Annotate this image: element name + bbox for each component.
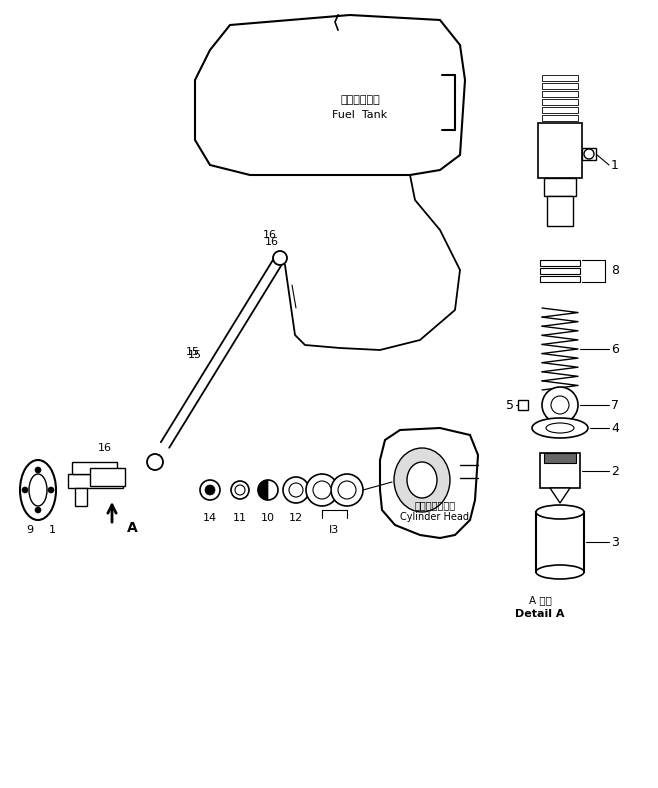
Ellipse shape	[546, 423, 574, 433]
Wedge shape	[258, 480, 268, 500]
Text: シリンダヘッド: シリンダヘッド	[415, 500, 455, 510]
Bar	[538, 123, 582, 178]
Bar	[536, 512, 584, 572]
Circle shape	[258, 480, 278, 500]
Ellipse shape	[536, 565, 584, 579]
Bar	[542, 107, 578, 113]
Text: 5: 5	[506, 399, 514, 411]
Text: 2: 2	[611, 464, 619, 478]
Circle shape	[205, 485, 215, 495]
Ellipse shape	[536, 505, 584, 519]
Text: フェルタンク: フェルタンク	[340, 95, 380, 105]
Bar	[547, 208, 573, 212]
Text: 7: 7	[611, 399, 619, 411]
Circle shape	[584, 149, 594, 159]
Text: A 詳細: A 詳細	[528, 595, 551, 605]
Bar	[72, 462, 117, 474]
Circle shape	[306, 474, 338, 506]
Bar	[542, 91, 578, 97]
Circle shape	[200, 480, 220, 500]
Text: 9: 9	[26, 525, 34, 535]
Text: 1: 1	[611, 158, 619, 172]
Bar	[547, 196, 573, 200]
Circle shape	[273, 251, 287, 265]
Text: I3: I3	[329, 525, 339, 535]
Ellipse shape	[29, 474, 47, 506]
Polygon shape	[550, 488, 570, 503]
Circle shape	[551, 396, 569, 414]
Text: 4: 4	[611, 422, 619, 434]
Text: 16: 16	[265, 237, 279, 247]
Ellipse shape	[20, 460, 56, 520]
Bar	[542, 99, 578, 105]
PathPatch shape	[195, 15, 465, 175]
Circle shape	[289, 483, 303, 497]
Bar	[542, 115, 578, 121]
Circle shape	[147, 454, 163, 470]
Text: 15: 15	[188, 350, 202, 360]
Bar	[547, 220, 573, 224]
Circle shape	[35, 467, 41, 473]
Circle shape	[313, 481, 331, 499]
Circle shape	[331, 474, 363, 506]
Text: A: A	[126, 521, 138, 535]
Text: 14: 14	[203, 513, 217, 523]
Text: 8: 8	[611, 265, 619, 277]
Text: 3: 3	[611, 536, 619, 548]
Text: Detail A: Detail A	[515, 609, 565, 619]
Circle shape	[231, 481, 249, 499]
Ellipse shape	[394, 448, 450, 512]
Circle shape	[235, 485, 245, 495]
Bar	[540, 453, 580, 488]
Bar	[547, 196, 573, 226]
Circle shape	[542, 387, 578, 423]
Bar	[540, 268, 580, 274]
Text: 15: 15	[186, 347, 200, 357]
Text: 16: 16	[263, 230, 277, 240]
Bar	[547, 214, 573, 218]
Text: Fuel  Tank: Fuel Tank	[332, 110, 388, 120]
Bar	[542, 83, 578, 89]
Bar	[518, 400, 528, 410]
Ellipse shape	[532, 418, 588, 438]
Bar	[542, 75, 578, 81]
Text: 11: 11	[233, 513, 247, 523]
Bar	[540, 260, 580, 266]
Circle shape	[48, 487, 54, 493]
Bar	[544, 178, 576, 196]
Bar	[75, 488, 87, 506]
Bar	[547, 202, 573, 206]
Ellipse shape	[407, 462, 437, 498]
Bar	[68, 474, 123, 488]
PathPatch shape	[380, 428, 478, 538]
Bar	[540, 276, 580, 282]
Circle shape	[22, 487, 28, 493]
Circle shape	[35, 507, 41, 513]
Text: 1: 1	[49, 525, 55, 535]
Bar	[90, 468, 125, 486]
Bar	[544, 453, 576, 463]
Circle shape	[338, 481, 356, 499]
Text: 10: 10	[261, 513, 275, 523]
Text: Cylinder Head: Cylinder Head	[401, 512, 470, 522]
Text: 12: 12	[289, 513, 303, 523]
Text: 6: 6	[611, 343, 619, 355]
Bar	[582, 148, 596, 160]
Text: 16: 16	[98, 443, 112, 453]
Circle shape	[283, 477, 309, 503]
